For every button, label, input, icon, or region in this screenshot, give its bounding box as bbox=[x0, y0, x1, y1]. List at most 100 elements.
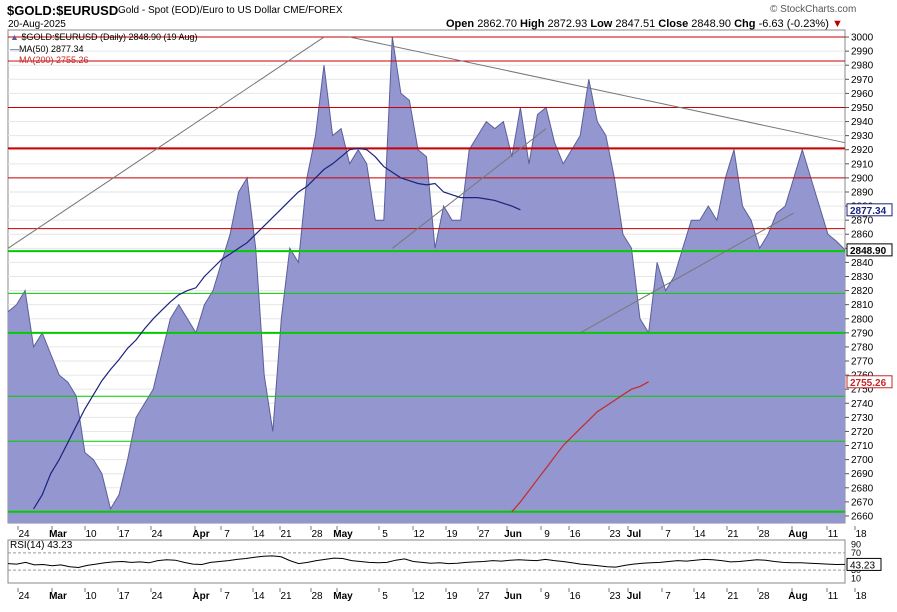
ma50-line bbox=[33, 147, 521, 510]
price-x-label: Jul bbox=[627, 529, 642, 540]
symbol-description: Gold - Spot (EOD)/Euro to US Dollar CME/… bbox=[118, 5, 343, 16]
y-tick-label: 2670 bbox=[851, 497, 874, 508]
y-tick-label: 2890 bbox=[851, 187, 874, 198]
rsi-x-label: 7 bbox=[224, 591, 230, 602]
rsi-x-label: 16 bbox=[569, 591, 581, 602]
price-x-label: Apr bbox=[192, 529, 209, 540]
y-tick-label: 2990 bbox=[851, 47, 874, 58]
y-tick-label: 2920 bbox=[851, 145, 874, 156]
rsi-x-label: 10 bbox=[85, 591, 97, 602]
rsi-tick-label: 10 bbox=[851, 574, 861, 584]
y-tick-label: 2870 bbox=[851, 216, 874, 227]
trendline bbox=[392, 128, 547, 249]
price-x-label: 21 bbox=[280, 529, 292, 540]
y-tick-label: 2900 bbox=[851, 173, 874, 184]
rsi-x-label: 24 bbox=[151, 591, 163, 602]
trendline bbox=[7, 36, 325, 249]
price-x-label: Jun bbox=[504, 529, 522, 540]
trendline bbox=[579, 212, 794, 334]
y-tick-label: 2980 bbox=[851, 61, 874, 72]
price-line bbox=[7, 36, 846, 511]
y-tick-label: 2710 bbox=[851, 441, 874, 452]
rsi-x-label: 14 bbox=[694, 591, 706, 602]
rsi-x-label: Jun bbox=[504, 591, 522, 602]
y-tick-label: 2820 bbox=[851, 286, 874, 297]
price-x-label: 27 bbox=[478, 529, 490, 540]
rsi-x-label: 7 bbox=[665, 591, 671, 602]
y-tick-label: 2750 bbox=[851, 385, 874, 396]
price-x-label: 5 bbox=[382, 529, 388, 540]
price-x-label: 9 bbox=[544, 529, 550, 540]
price-x-label: 10 bbox=[85, 529, 97, 540]
y-tick-label: 2910 bbox=[851, 159, 874, 170]
watermark: © StockCharts.com bbox=[770, 4, 857, 15]
rsi-panel-frame bbox=[7, 539, 846, 584]
price-x-label: May bbox=[333, 529, 353, 540]
price-tag: 2848.90 bbox=[850, 246, 887, 257]
y-tick-label: 2860 bbox=[851, 230, 874, 241]
rsi-x-label: May bbox=[333, 591, 353, 602]
price-x-label: 12 bbox=[413, 529, 425, 540]
price-x-label: 18 bbox=[855, 529, 867, 540]
price-x-label: Mar bbox=[49, 529, 67, 540]
price-tag-box bbox=[846, 243, 893, 257]
ma200-tag: 2755.26 bbox=[850, 378, 887, 389]
y-tick-label: 2810 bbox=[851, 300, 874, 311]
price-x-label: 28 bbox=[758, 529, 770, 540]
rsi-x-label: 14 bbox=[253, 591, 265, 602]
price-x-label: 14 bbox=[253, 529, 265, 540]
legend-main: ▲ $GOLD:$EURUSD (Daily) 2848.90 (19 Aug) bbox=[10, 32, 198, 42]
price-x-label: 19 bbox=[446, 529, 458, 540]
y-tick-label: 2730 bbox=[851, 413, 874, 424]
rsi-x-label: 12 bbox=[413, 591, 425, 602]
ma200-line bbox=[511, 381, 649, 513]
rsi-x-label: 23 bbox=[609, 591, 621, 602]
rsi-tick-label: 70 bbox=[851, 548, 861, 558]
y-tick-label: 2740 bbox=[851, 399, 874, 410]
rsi-line bbox=[7, 555, 846, 569]
rsi-x-label: 18 bbox=[855, 591, 867, 602]
y-tick-label: 2960 bbox=[851, 89, 874, 100]
price-x-label: 16 bbox=[569, 529, 581, 540]
y-tick-label: 2700 bbox=[851, 455, 874, 466]
y-tick-label: 2800 bbox=[851, 314, 874, 325]
legend-ma50: —MA(50) 2877.34 bbox=[10, 44, 84, 54]
y-tick-label: 2680 bbox=[851, 483, 874, 494]
price-x-label: 7 bbox=[665, 529, 671, 540]
rsi-x-label: 17 bbox=[118, 591, 130, 602]
y-tick-label: 2930 bbox=[851, 131, 874, 142]
price-x-label: 14 bbox=[694, 529, 706, 540]
ohlc-readout: Open 2862.70 High 2872.93 Low 2847.51 Cl… bbox=[446, 18, 843, 30]
rsi-x-label: 11 bbox=[828, 591, 839, 602]
date-label: 20-Aug-2025 bbox=[8, 19, 66, 30]
price-x-label: 7 bbox=[224, 529, 230, 540]
rsi-legend: RSI(14) 43.23 bbox=[10, 540, 73, 551]
y-tick-label: 2940 bbox=[851, 117, 874, 128]
y-tick-label: 2830 bbox=[851, 272, 874, 283]
y-tick-label: 2790 bbox=[851, 328, 874, 339]
rsi-x-label: 24 bbox=[18, 591, 30, 602]
price-x-label: 17 bbox=[118, 529, 130, 540]
legend-ma200: —MA(200) 2755.26 bbox=[10, 55, 89, 65]
y-tick-label: 2690 bbox=[851, 469, 874, 480]
rsi-x-label: Jul bbox=[627, 591, 642, 602]
rsi-x-label: 9 bbox=[544, 591, 550, 602]
price-x-label: 24 bbox=[18, 529, 30, 540]
rsi-x-label: Aug bbox=[788, 591, 807, 602]
rsi-x-label: 28 bbox=[758, 591, 770, 602]
rsi-x-label: 5 bbox=[382, 591, 388, 602]
price-x-label: 23 bbox=[609, 529, 621, 540]
rsi-x-label: 27 bbox=[478, 591, 490, 602]
y-tick-label: 3000 bbox=[851, 33, 874, 44]
rsi-x-label: 19 bbox=[446, 591, 458, 602]
price-x-label: 24 bbox=[151, 529, 163, 540]
y-tick-label: 2950 bbox=[851, 103, 874, 114]
rsi-x-label: 21 bbox=[727, 591, 739, 602]
price-x-label: 11 bbox=[828, 529, 839, 540]
ma50-tag-box bbox=[846, 203, 893, 217]
rsi-x-label: Apr bbox=[192, 591, 209, 602]
rsi-x-label: Mar bbox=[49, 591, 67, 602]
y-tick-label: 2660 bbox=[851, 511, 874, 522]
y-tick-label: 2780 bbox=[851, 342, 874, 353]
